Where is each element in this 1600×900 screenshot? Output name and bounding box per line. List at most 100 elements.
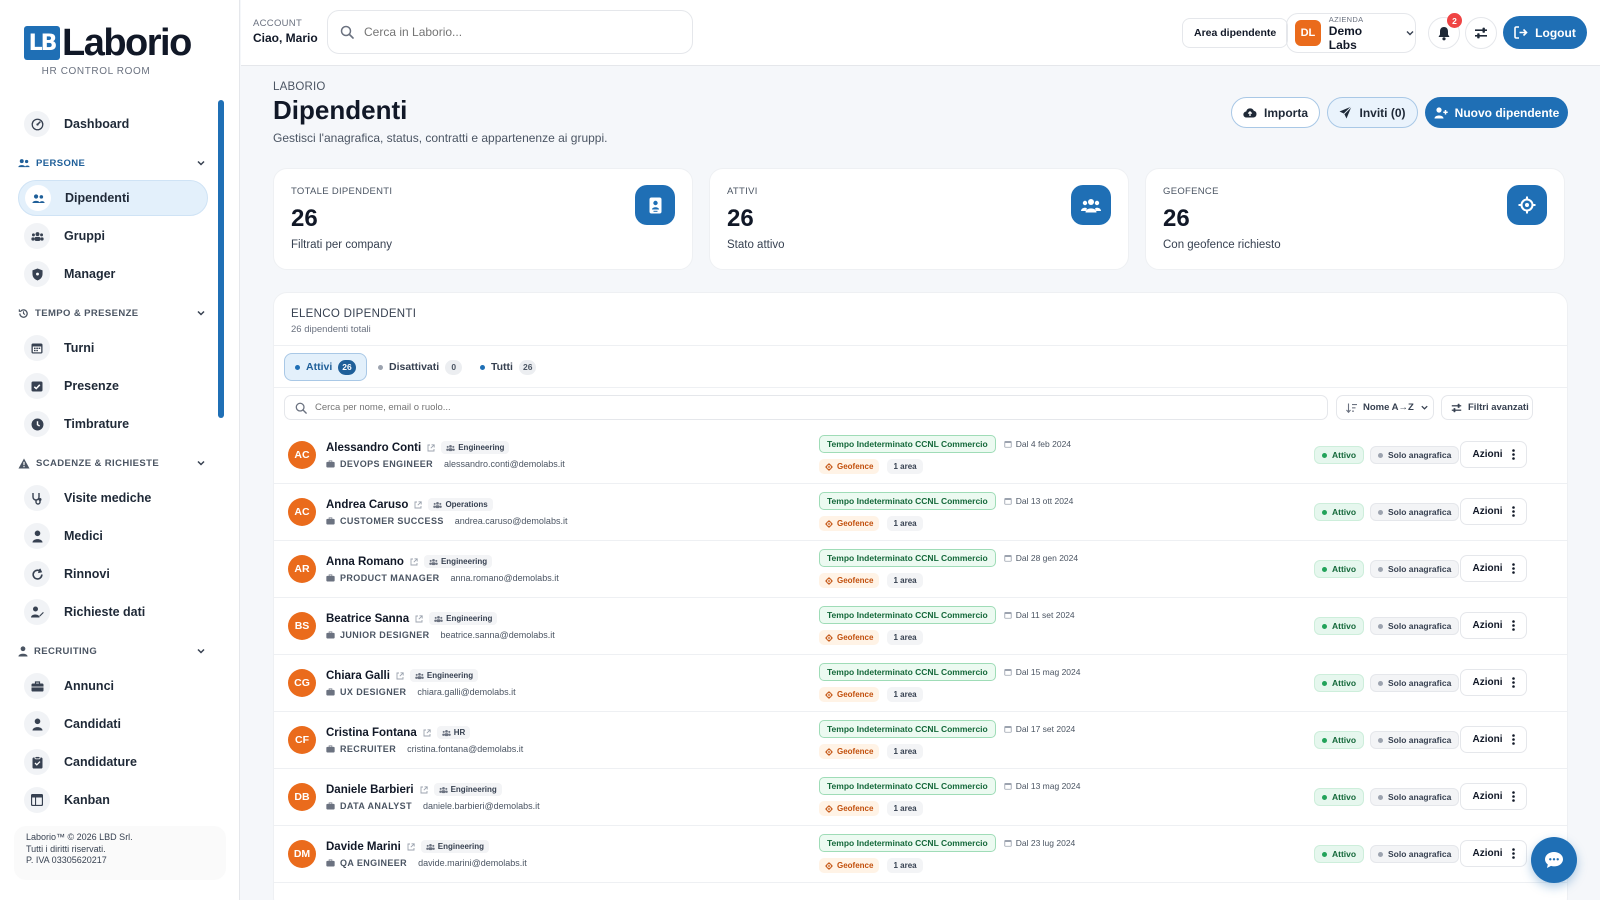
invites-button[interactable]: Inviti (0): [1327, 97, 1418, 128]
account-label: ACCOUNT: [253, 18, 303, 29]
actions-label: Azioni: [1472, 506, 1503, 517]
registry-dot: [1378, 737, 1383, 743]
table-row[interactable]: DB Daniele Barbieri Engineering DATA ANALYS…: [274, 769, 1567, 826]
company-switcher[interactable]: DL AZIENDA Demo Labs: [1286, 13, 1416, 53]
settings-toggle-button[interactable]: [1465, 17, 1497, 49]
notifications-button[interactable]: 2: [1428, 13, 1462, 49]
external-link-icon[interactable]: [423, 728, 431, 737]
employee-name[interactable]: Anna Romano: [326, 555, 404, 568]
geofence-badge: Geofence: [819, 516, 880, 531]
contract-line: Tempo Indeterminato CCNL Commercio Dal 13…: [819, 492, 1073, 510]
actions-label: Azioni: [1472, 563, 1503, 574]
external-link-icon[interactable]: [415, 614, 423, 623]
actions-button[interactable]: Azioni: [1460, 669, 1527, 696]
employee-name[interactable]: Andrea Caruso: [326, 498, 409, 511]
registry-badge: Solo anagrafica: [1370, 503, 1460, 521]
contract-start: Dal 13 ott 2024: [1004, 496, 1073, 506]
employee-name[interactable]: Beatrice Sanna: [326, 612, 410, 625]
contract-start: Dal 4 feb 2024: [1004, 439, 1071, 449]
global-search[interactable]: [327, 10, 693, 54]
section-scadenze[interactable]: SCADENZE & RICHIESTE: [18, 452, 208, 474]
sidebar-item-turni[interactable]: Turni: [18, 330, 208, 366]
external-link-icon[interactable]: [410, 557, 418, 566]
sidebar-item-timbrature[interactable]: Timbrature: [18, 406, 208, 442]
employee-name[interactable]: Chiara Galli: [326, 669, 390, 682]
sidebar-item-candidati[interactable]: Candidati: [18, 706, 208, 742]
table-row[interactable]: DM Davide Marini Engineering QA ENGINEER dav…: [274, 826, 1567, 883]
import-button[interactable]: Importa: [1231, 97, 1320, 128]
users-icon: [1071, 185, 1111, 225]
status-badge: Attivo: [1314, 503, 1365, 521]
sidebar-scrollbar[interactable]: [218, 100, 224, 418]
external-link-icon[interactable]: [420, 785, 428, 794]
list-title: ELENCO DIPENDENTI: [291, 308, 417, 320]
table-row[interactable]: CG Chiara Galli Engineering UX DESIGNER chia…: [274, 655, 1567, 712]
crosshair-icon: [825, 690, 833, 699]
employee-search-input[interactable]: [315, 402, 1275, 413]
actions-button[interactable]: Azioni: [1460, 840, 1527, 867]
section-persone[interactable]: PERSONE: [18, 152, 208, 174]
employee-name[interactable]: Alessandro Conti: [326, 441, 422, 454]
global-search-input[interactable]: [364, 25, 664, 39]
tab-attivi[interactable]: Attivi 26: [284, 353, 367, 381]
logout-button[interactable]: Logout: [1503, 16, 1587, 49]
stat-subtitle: Filtrati per company: [291, 239, 392, 251]
actions-button[interactable]: Azioni: [1460, 612, 1527, 639]
actions-button[interactable]: Azioni: [1460, 555, 1527, 582]
employee-name[interactable]: Cristina Fontana: [326, 726, 417, 739]
sidebar-item-richieste-dati[interactable]: Richieste dati: [18, 594, 208, 630]
sidebar-item-rinnovi[interactable]: Rinnovi: [18, 556, 208, 592]
actions-button[interactable]: Azioni: [1460, 783, 1527, 810]
sidebar-item-candidature[interactable]: Candidature: [18, 744, 208, 780]
table-row[interactable]: BS Beatrice Sanna Engineering JUNIOR DESIGN…: [274, 598, 1567, 655]
employee-search[interactable]: [284, 395, 1328, 420]
employee-name[interactable]: Davide Marini: [326, 840, 401, 853]
actions-button[interactable]: Azioni: [1460, 498, 1527, 525]
section-recruiting[interactable]: RECRUITING: [18, 640, 208, 662]
warning-icon: [18, 458, 30, 469]
sidebar-item-dashboard[interactable]: Dashboard: [18, 106, 208, 142]
tab-tutti[interactable]: Tutti 26: [470, 353, 546, 381]
new-employee-button[interactable]: Nuovo dipendente: [1425, 97, 1568, 128]
sidebar-item-gruppi[interactable]: Gruppi: [18, 218, 208, 254]
contract-line: Tempo Indeterminato CCNL Commercio Dal 15…: [819, 663, 1080, 681]
sidebar-item-medici[interactable]: Medici: [18, 518, 208, 554]
area-badge: 1 area: [887, 516, 923, 531]
table-row[interactable]: AR Anna Romano Engineering PRODUCT MANAGER a…: [274, 541, 1567, 598]
brand-logo[interactable]: LB Laborio HR CONTROL ROOM: [24, 24, 194, 77]
sidebar-item-presenze[interactable]: Presenze: [18, 368, 208, 404]
sidebar-item-manager[interactable]: Manager: [18, 256, 208, 292]
geofence-badge: Geofence: [819, 801, 880, 816]
employee-name[interactable]: Daniele Barbieri: [326, 783, 414, 796]
sidebar-item-visite-mediche[interactable]: Visite mediche: [18, 480, 208, 516]
external-link-icon[interactable]: [427, 443, 435, 452]
advanced-filters-button[interactable]: Filtri avanzati: [1441, 395, 1533, 420]
actions-button[interactable]: Azioni: [1460, 441, 1527, 468]
sidebar-item-dipendenti[interactable]: Dipendenti: [18, 180, 208, 216]
contract-start-date: Dal 4 feb 2024: [1015, 439, 1072, 449]
status-badge: Attivo: [1314, 845, 1365, 863]
more-vertical-icon: [1511, 449, 1515, 460]
sidebar-item-label: Presenze: [64, 379, 119, 393]
calendar-icon: [1004, 725, 1012, 733]
external-link-icon[interactable]: [407, 842, 415, 851]
employee-role: PRODUCT MANAGER: [340, 573, 440, 583]
sort-select[interactable]: Nome A→Z: [1336, 395, 1434, 420]
sidebar-item-annunci[interactable]: Annunci: [18, 668, 208, 704]
table-row[interactable]: CF Cristina Fontana HR RECRUITER cristina.fo…: [274, 712, 1567, 769]
chat-button[interactable]: [1531, 837, 1577, 883]
actions-label: Azioni: [1472, 791, 1503, 802]
area-dipendente-button[interactable]: Area dipendente: [1182, 18, 1289, 48]
tab-disattivati[interactable]: Disattivati 0: [368, 353, 472, 381]
new-employee-label: Nuovo dipendente: [1454, 105, 1560, 120]
section-tempo[interactable]: TEMPO & PRESENZE: [18, 302, 208, 324]
send-icon: [1339, 106, 1353, 119]
employee-name-line: Alessandro Conti Engineering: [326, 441, 510, 454]
sidebar-item-kanban[interactable]: Kanban: [18, 782, 208, 818]
table-row[interactable]: AC Andrea Caruso Operations CUSTOMER SUCCES…: [274, 484, 1567, 541]
external-link-icon[interactable]: [396, 671, 404, 680]
table-row[interactable]: AC Alessandro Conti Engineering DEVOPS ENGI…: [274, 427, 1567, 484]
external-link-icon[interactable]: [414, 500, 423, 509]
group-name: Operations: [445, 500, 488, 509]
actions-button[interactable]: Azioni: [1460, 726, 1527, 753]
